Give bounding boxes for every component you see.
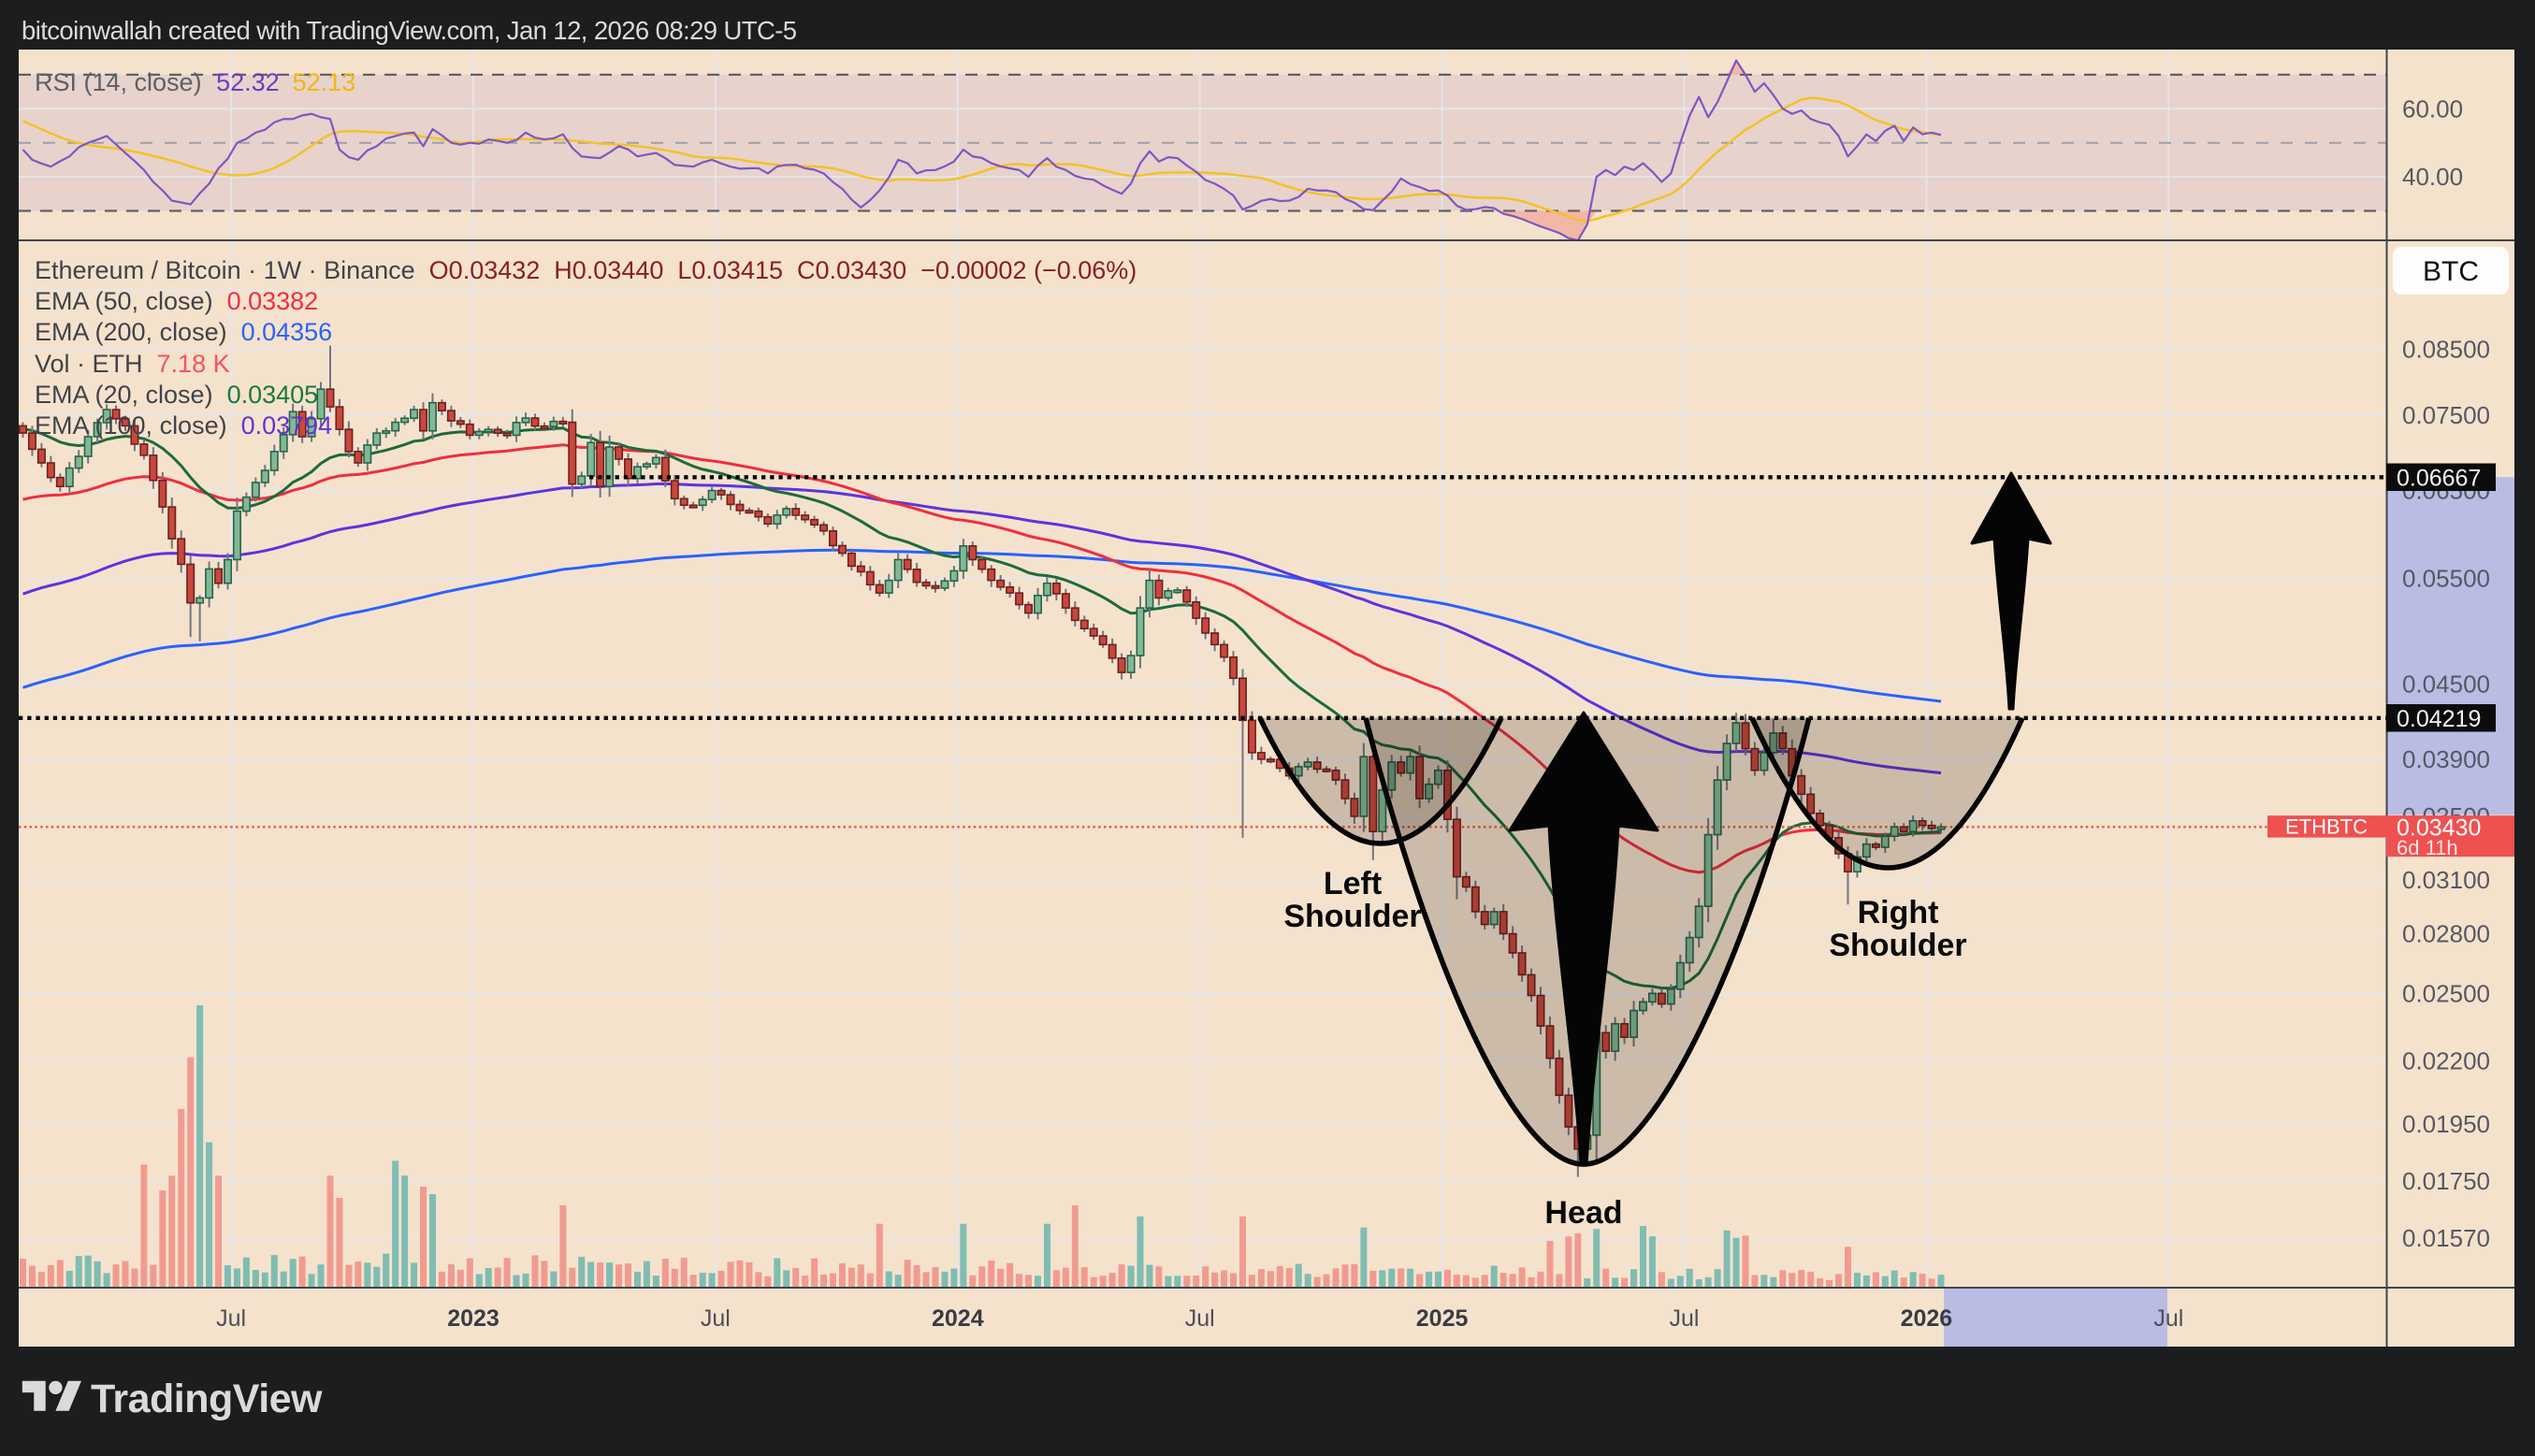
svg-text:0.06667: 0.06667 (2397, 465, 2481, 491)
svg-text:0.02200: 0.02200 (2402, 1046, 2490, 1074)
svg-text:Right: Right (1858, 895, 1939, 930)
svg-text:0.02500: 0.02500 (2402, 979, 2490, 1007)
svg-text:0.07500: 0.07500 (2402, 401, 2490, 429)
svg-text:Shoulder: Shoulder (1283, 899, 1421, 934)
svg-text:0.08500: 0.08500 (2402, 336, 2490, 364)
svg-text:2025: 2025 (1416, 1305, 1469, 1332)
svg-text:0.03100: 0.03100 (2402, 866, 2490, 894)
svg-text:40.00: 40.00 (2402, 163, 2463, 191)
svg-text:ETHBTC: ETHBTC (2285, 814, 2368, 838)
svg-text:EMA (50, close) 0.03382: EMA (50, close) 0.03382 (35, 287, 318, 315)
svg-text:Jul: Jul (2153, 1305, 2183, 1332)
svg-text:EMA (100, close) 0.03794: EMA (100, close) 0.03794 (35, 411, 332, 440)
svg-text:EMA (200, close) 0.04356: EMA (200, close) 0.04356 (35, 318, 332, 346)
svg-text:2026: 2026 (1901, 1305, 1953, 1332)
svg-text:Jul: Jul (1670, 1305, 1700, 1332)
svg-text:6d 11h: 6d 11h (2397, 836, 2458, 859)
svg-text:60.00: 60.00 (2402, 94, 2463, 123)
svg-text:Vol · ETH 7.18 K: Vol · ETH 7.18 K (35, 350, 230, 378)
svg-text:0.02800: 0.02800 (2402, 920, 2490, 948)
svg-text:Ethereum / Bitcoin · 1W · Bina: Ethereum / Bitcoin · 1W · Binance O0.034… (35, 256, 1137, 284)
svg-text:0.04500: 0.04500 (2402, 670, 2490, 698)
svg-text:Jul: Jul (216, 1305, 246, 1332)
svg-text:0.01950: 0.01950 (2402, 1110, 2490, 1138)
svg-text:Head: Head (1544, 1195, 1622, 1231)
svg-text:0.03900: 0.03900 (2402, 745, 2490, 773)
svg-text:0.01570: 0.01570 (2402, 1224, 2490, 1252)
svg-text:0.04219: 0.04219 (2397, 706, 2481, 732)
svg-text:Jul: Jul (1185, 1305, 1215, 1332)
svg-text:bitcoinwallah created with Tra: bitcoinwallah created with TradingView.c… (22, 16, 797, 45)
svg-text:0.01750: 0.01750 (2402, 1167, 2490, 1195)
svg-text:EMA (20, close) 0.03405: EMA (20, close) 0.03405 (35, 381, 318, 409)
svg-text:0.05500: 0.05500 (2402, 565, 2490, 593)
svg-text:TradingView: TradingView (91, 1377, 323, 1421)
svg-text:Jul: Jul (701, 1305, 731, 1332)
svg-text:2024: 2024 (932, 1305, 984, 1332)
svg-text:BTC: BTC (2423, 256, 2479, 287)
svg-text:Left: Left (1324, 866, 1382, 901)
svg-text:2023: 2023 (447, 1305, 500, 1332)
svg-text:0.03430: 0.03430 (2397, 814, 2481, 841)
svg-text:Shoulder: Shoulder (1829, 928, 1966, 963)
